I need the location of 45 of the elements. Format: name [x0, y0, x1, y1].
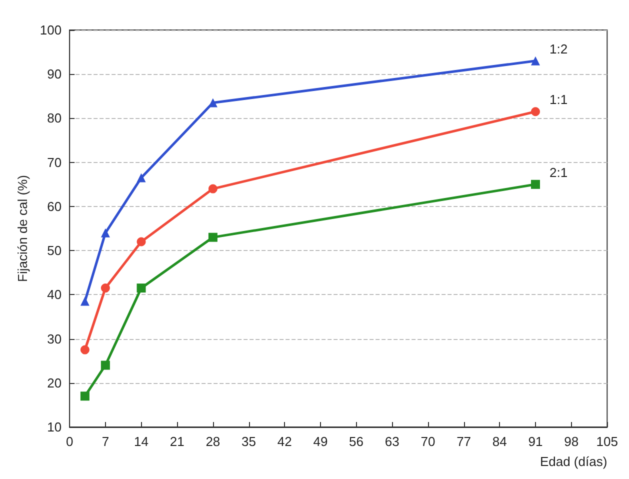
point	[208, 232, 218, 242]
y-tick-label: 10	[47, 420, 62, 434]
x-tick-label: 77	[456, 434, 472, 449]
point	[530, 56, 540, 66]
y-tick-label: 100	[40, 22, 62, 38]
x-tick-label: 56	[349, 434, 364, 449]
point	[80, 345, 90, 354]
y-tick-label: 50	[47, 243, 62, 258]
point	[100, 360, 110, 370]
point	[100, 284, 110, 293]
series-label: 2:1	[549, 164, 568, 180]
y-tick-label: 80	[47, 110, 62, 126]
point	[530, 180, 540, 189]
x-tick-label: 0	[66, 434, 74, 449]
x-tick-label: 35	[242, 434, 256, 449]
y-tick-label: 60	[47, 198, 62, 214]
point	[208, 184, 218, 194]
x-tick-label: 14	[134, 434, 148, 449]
x-tick-label: 70	[420, 434, 436, 449]
x-tick-label: 84	[492, 434, 507, 449]
x-tick-label: 91	[528, 434, 543, 449]
x-tick-label: 42	[277, 434, 292, 449]
series-label: 1:2	[549, 41, 568, 56]
x-tick-label: 98	[564, 434, 579, 449]
x-tick-label: 63	[384, 434, 400, 449]
y-axis-title: Fijación de cal (%)	[15, 175, 30, 282]
series-label: 1:1	[549, 92, 568, 108]
x-axis-title: Edad (días)	[540, 454, 608, 469]
point	[100, 228, 110, 238]
x-tick-label: 28	[206, 434, 220, 449]
point	[136, 173, 146, 182]
x-tick-label: 7	[102, 434, 110, 449]
point	[136, 237, 146, 246]
y-tick-label: 40	[47, 287, 62, 302]
point	[80, 296, 90, 306]
y-tick-label: 90	[47, 66, 62, 82]
point	[530, 107, 540, 116]
point	[136, 284, 146, 293]
x-tick-label: 105	[596, 434, 618, 449]
y-tick-label: 20	[47, 375, 62, 390]
x-tick-label: 21	[170, 434, 184, 449]
x-tick-label: 49	[313, 434, 328, 449]
y-tick-label: 30	[47, 331, 62, 346]
point	[80, 392, 90, 401]
y-tick-label: 70	[47, 154, 62, 170]
